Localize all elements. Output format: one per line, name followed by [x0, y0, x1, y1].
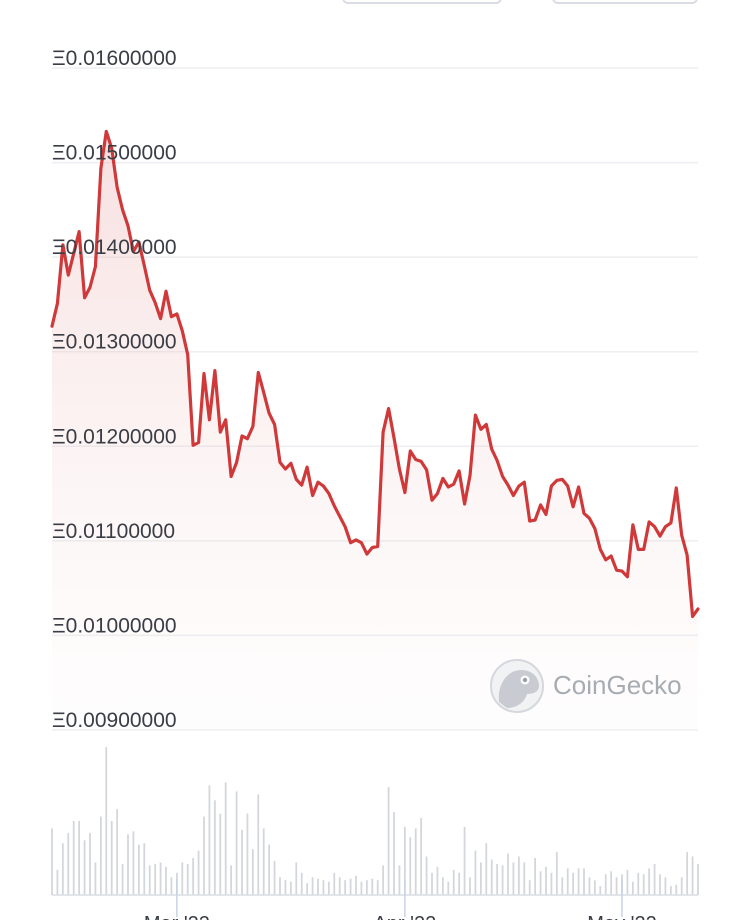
x-tick-label: Apr '22	[373, 913, 436, 920]
y-tick-label: Ξ0.01500000	[52, 142, 177, 165]
y-tick-label: Ξ0.01000000	[52, 614, 177, 637]
price-line	[50, 129, 700, 619]
volume-bars	[51, 747, 699, 896]
y-axis-ticks: Ξ0.01600000 Ξ0.01500000 Ξ0.01400000 Ξ0.0130…	[52, 47, 177, 732]
x-axis-ticks: Mar '22Apr '22May '22Jun '22	[144, 879, 657, 920]
coingecko-watermark: CoinGecko	[490, 659, 682, 713]
y-tick-label: Ξ0.01100000	[52, 520, 175, 543]
price-area	[52, 131, 698, 730]
gecko-logo-icon	[490, 659, 544, 713]
y-tick-label: Ξ0.01300000	[52, 331, 177, 354]
watermark-text: CoinGecko	[553, 670, 682, 700]
y-tick-label: Ξ0.00900000	[52, 709, 177, 732]
y-tick-label: Ξ0.01200000	[52, 425, 177, 448]
x-tick-label: Mar '22	[144, 913, 210, 920]
y-tick-label: Ξ0.01600000	[52, 47, 177, 70]
y-tick-label: Ξ0.01400000	[52, 236, 177, 259]
x-tick-label: May '22	[587, 913, 656, 920]
